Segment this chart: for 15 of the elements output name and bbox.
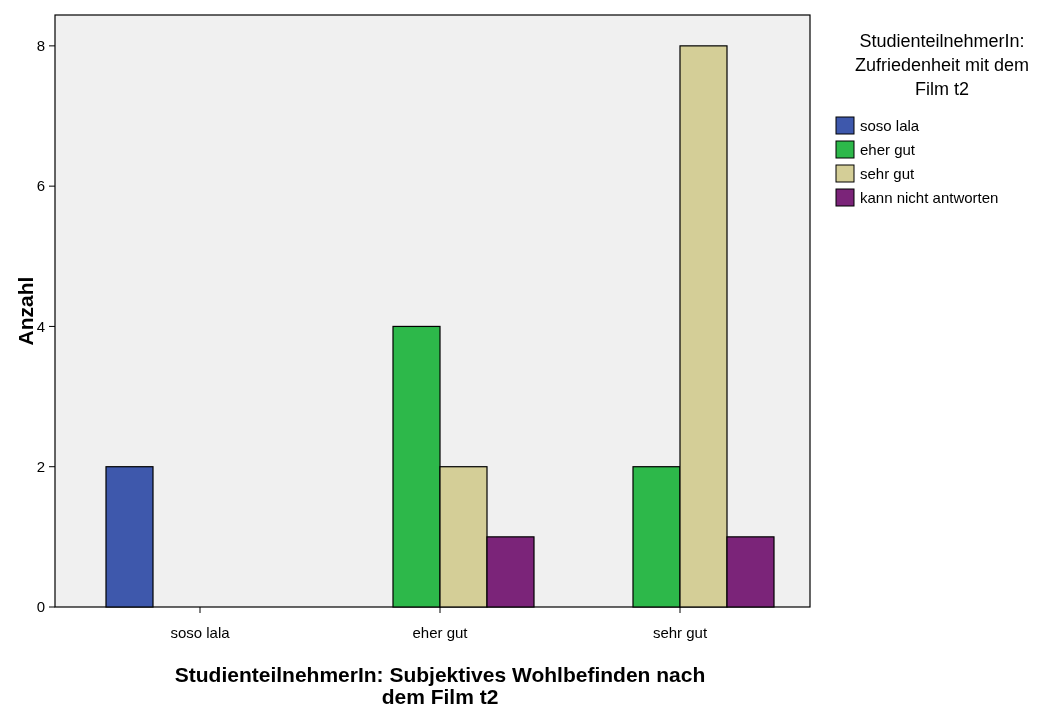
- y-tick-label: 8: [36, 37, 45, 55]
- legend-label: kann nicht antworten: [860, 189, 999, 207]
- y-tick-label: 4: [36, 317, 45, 335]
- y-tick-label: 2: [36, 457, 45, 475]
- legend-label: sehr gut: [860, 165, 916, 183]
- y-tick-label: 6: [36, 177, 45, 195]
- x-axis-title: StudienteilnehmerIn: Subjektives Wohlbefinden nach dem Film t2: [174, 663, 706, 708]
- legend-title: StudienteilnehmerIn: Zufriedenheit mit dem Film t2: [854, 31, 1030, 99]
- y-axis-title: Anzahl: [14, 276, 37, 346]
- x-tick-label: soso lala: [170, 624, 231, 641]
- x-tick-label: sehr gut: [652, 624, 708, 641]
- x-tick-label: eher gut: [412, 624, 469, 641]
- y-tick-label: 0: [36, 598, 45, 616]
- legend-label: soso lala: [860, 117, 920, 135]
- legend-label: eher gut: [860, 141, 916, 159]
